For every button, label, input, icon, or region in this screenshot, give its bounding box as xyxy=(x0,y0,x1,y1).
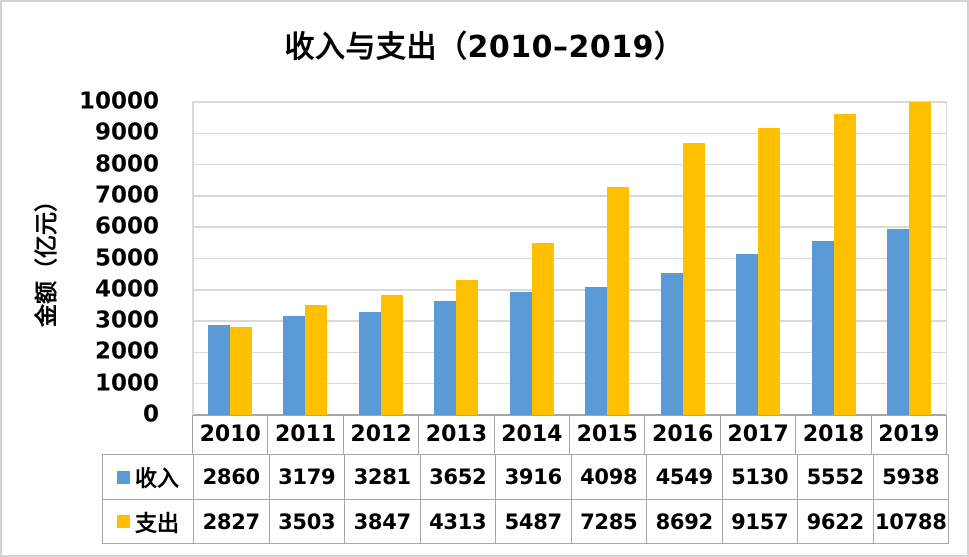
y-axis-tick-label: 0 xyxy=(142,401,159,428)
bar-expense xyxy=(909,102,932,415)
bar-expense xyxy=(682,142,705,415)
table-value-cell: 5487 xyxy=(495,499,571,543)
y-axis-tick-label: 8000 xyxy=(94,151,159,178)
bar-income xyxy=(283,315,306,415)
legend-key-income: 收入 xyxy=(103,455,193,499)
y-axis-tick-label: 10000 xyxy=(78,88,159,115)
gridline xyxy=(192,226,947,228)
x-axis-label-row: 2010 2011 2012 2013 2014 2015 2016 2017 2018 2019 xyxy=(192,415,947,454)
table-value-cell: 10788 xyxy=(872,499,948,543)
bar-expense xyxy=(833,113,856,415)
bar-expense xyxy=(456,280,479,415)
legend-color-swatch xyxy=(116,515,130,528)
legend-key-expense: 支出 xyxy=(103,499,193,543)
table-value-cell: 5552 xyxy=(797,455,873,499)
bar-income xyxy=(811,241,834,415)
table-value-cell: 2827 xyxy=(193,499,269,543)
y-axis-tick-label: 3000 xyxy=(94,307,159,334)
table-value-cell: 2860 xyxy=(193,455,269,499)
chart-title: 收入与支出（2010–2019） xyxy=(284,30,685,65)
gridline xyxy=(192,257,947,260)
x-axis-label: 2016 xyxy=(645,415,721,454)
x-axis-label: 2010 xyxy=(193,415,269,454)
bar-income xyxy=(358,312,381,415)
bar-expense xyxy=(305,305,328,415)
bar-income xyxy=(509,292,532,415)
y-axis-tick-label: 4000 xyxy=(94,276,159,303)
gridline xyxy=(192,289,947,291)
table-value-cell: 3652 xyxy=(419,455,496,499)
table-value-cell: 3847 xyxy=(344,499,420,543)
x-axis-label: 2014 xyxy=(495,415,571,454)
y-axis-tick-label: 2000 xyxy=(94,338,159,365)
bar-expense xyxy=(758,128,781,415)
x-axis-label: 2011 xyxy=(268,415,344,454)
x-axis-label: 2018 xyxy=(796,415,872,454)
data-table: 收入 2860 3179 3281 3652 3916 4098 4549 5130 5552 59… xyxy=(102,454,949,544)
table-value-cell: 4313 xyxy=(419,499,495,543)
bar-income xyxy=(660,272,683,415)
table-value-cell: 7285 xyxy=(570,499,646,543)
table-value-cell: 3916 xyxy=(495,455,571,499)
table-value-cell: 4098 xyxy=(570,455,647,499)
table-value-cell: 3503 xyxy=(268,499,344,543)
gridline xyxy=(192,195,947,197)
gridline xyxy=(192,101,947,103)
table-value-cell: 4549 xyxy=(646,455,722,499)
bar-expense xyxy=(229,326,252,415)
table-value-cell: 3179 xyxy=(268,455,345,499)
table-value-cell: 9157 xyxy=(721,499,797,543)
y-axis-tick-label: 5000 xyxy=(94,245,159,271)
y-axis-tick-labels: 0 1000 2000 3000 4000 5000 6000 7000 8000 9000 100… xyxy=(2,90,159,426)
gridline xyxy=(192,351,947,354)
gridline xyxy=(192,382,947,385)
table-value-cell: 5938 xyxy=(872,455,949,499)
bar-income xyxy=(887,229,910,415)
table-value-cell: 8692 xyxy=(646,499,722,543)
plot-area xyxy=(192,101,947,417)
bar-income xyxy=(207,325,230,415)
legend-color-swatch xyxy=(116,470,130,484)
y-axis-tick-label: 7000 xyxy=(94,182,159,209)
bar-income xyxy=(736,254,759,415)
bar-income xyxy=(434,300,457,415)
gridline xyxy=(192,163,947,166)
x-axis-label: 2015 xyxy=(570,415,646,454)
plot-left-edge xyxy=(192,102,194,415)
plot-right-edge xyxy=(945,102,947,415)
table-value-cell: 9622 xyxy=(797,499,873,543)
x-axis-label: 2012 xyxy=(344,415,420,454)
bar-income xyxy=(585,286,608,415)
x-axis-label: 2013 xyxy=(419,415,495,454)
y-axis-tick-label: 9000 xyxy=(94,119,159,146)
bar-expense xyxy=(607,186,630,415)
gridline xyxy=(192,320,947,322)
table-value-cell: 5130 xyxy=(721,455,798,499)
bar-expense xyxy=(380,294,403,415)
x-axis-label: 2017 xyxy=(721,415,797,454)
table-value-cell: 3281 xyxy=(344,455,420,499)
y-axis-tick-label: 1000 xyxy=(94,370,159,397)
bar-expense xyxy=(531,243,554,415)
x-axis-label: 2019 xyxy=(878,422,940,447)
gridline xyxy=(192,132,947,135)
legend-label: 收入 xyxy=(134,467,179,492)
y-axis-tick-label: 6000 xyxy=(94,213,159,240)
legend-label: 支出 xyxy=(134,511,179,537)
